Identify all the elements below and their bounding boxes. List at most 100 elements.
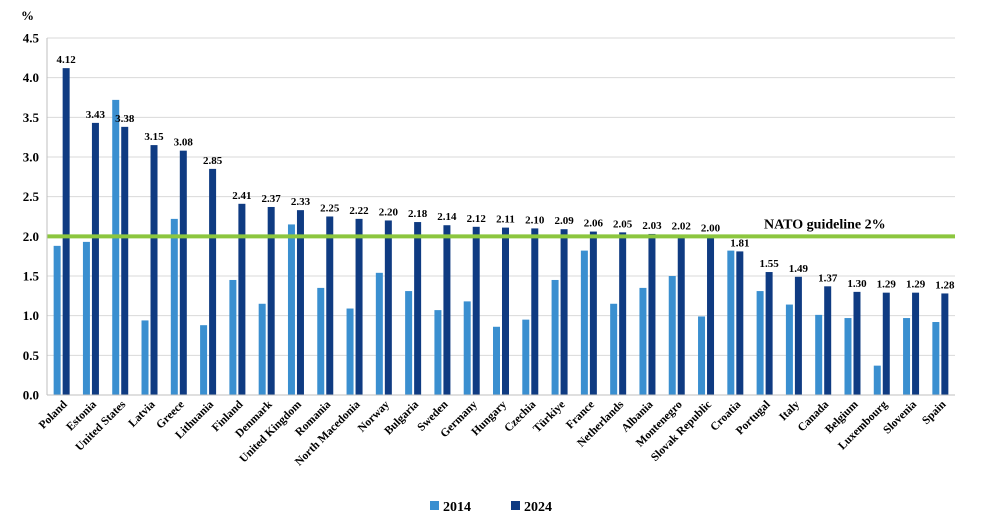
- bar-2024: [736, 251, 744, 395]
- y-tick-label: 1.5: [23, 269, 40, 284]
- bar-2024: [267, 206, 275, 395]
- value-label-2024: 1.37: [818, 272, 838, 284]
- bar-2014: [200, 325, 208, 395]
- reference-line-group: NATO guideline 2%: [47, 217, 955, 239]
- value-label-2024: 2.25: [320, 203, 340, 215]
- y-tick-label: 0.5: [23, 348, 40, 363]
- y-tick-label: 3.5: [23, 110, 40, 125]
- value-label-2024: 2.20: [379, 206, 399, 218]
- value-label-2024: 2.05: [613, 218, 633, 230]
- bar-2014: [493, 326, 500, 395]
- value-label-2024: 2.14: [437, 211, 457, 223]
- value-label-2024: 2.18: [408, 208, 428, 220]
- bar-2014: [844, 318, 852, 395]
- bar-2024: [414, 222, 422, 395]
- bar-2014: [375, 272, 383, 395]
- y-tick-label: 0.0: [23, 388, 39, 403]
- bar-2014: [522, 319, 530, 395]
- legend-swatch-2014: [430, 501, 439, 510]
- value-label-2024: 2.37: [262, 193, 282, 205]
- legend-swatch-2024: [511, 501, 520, 510]
- bar-2014: [434, 310, 442, 395]
- bar-2024: [238, 203, 246, 395]
- bar-2014: [815, 314, 823, 395]
- value-label-2024: 2.10: [525, 214, 545, 226]
- category-label: Spain: [920, 398, 949, 427]
- bar-2024: [296, 210, 304, 395]
- bar-2024: [912, 292, 920, 395]
- legend: 2014 2024: [430, 500, 552, 515]
- y-axis-unit-label: %: [21, 8, 34, 23]
- bar-2024: [853, 291, 861, 395]
- value-label-2024: 1.49: [789, 263, 809, 275]
- bar-2014: [580, 250, 588, 395]
- bar-2014: [668, 276, 676, 395]
- bar-2014: [53, 245, 61, 395]
- value-label-2024: 2.02: [672, 221, 692, 233]
- bar-2014: [551, 279, 559, 395]
- bar-2024: [648, 233, 656, 395]
- axes: % 0.0 0.5 1.0 1.5 2.0 2.5 3.0 3.5 4.0 4.5: [21, 8, 955, 403]
- value-label-2024: 2.00: [701, 222, 721, 234]
- bar-2014: [346, 308, 354, 395]
- y-tick-label: 4.0: [23, 70, 39, 85]
- bar-2024: [326, 216, 334, 395]
- category-label: Italy: [777, 398, 802, 423]
- value-label-2024: 3.15: [144, 131, 164, 143]
- y-tick-label: 2.5: [23, 189, 40, 204]
- value-label-2024: 2.41: [232, 190, 251, 202]
- bar-2024: [677, 234, 685, 395]
- bar-2024: [589, 231, 597, 395]
- bar-2014: [170, 218, 178, 395]
- value-label-2024: 3.43: [86, 109, 106, 121]
- value-label-2024: 1.29: [877, 279, 897, 291]
- bar-2024: [707, 236, 715, 395]
- value-label-2024: 2.06: [584, 218, 604, 230]
- bar-2024: [443, 225, 451, 395]
- value-label-2024: 2.33: [291, 196, 311, 208]
- bar-2024: [560, 229, 568, 395]
- bar-2014: [698, 316, 706, 395]
- bar-2024: [121, 126, 129, 395]
- bar-2024: [62, 68, 70, 395]
- legend-label-2024: 2024: [524, 500, 552, 515]
- bar-2024: [824, 286, 832, 395]
- y-tick-label: 4.5: [23, 31, 40, 46]
- bar-2014: [756, 291, 764, 395]
- bar-2024: [502, 227, 509, 395]
- bar-2014: [317, 287, 325, 395]
- value-label-2024: 1.30: [847, 278, 867, 290]
- bar-2024: [179, 150, 187, 395]
- bar-2024: [882, 292, 890, 395]
- bar-2014: [903, 318, 911, 395]
- bar-2024: [619, 232, 627, 395]
- bar-2014: [932, 322, 940, 395]
- bar-2024: [355, 218, 363, 395]
- value-label-2024: 1.29: [906, 279, 926, 291]
- bar-2024: [794, 276, 802, 395]
- value-label-2024: 2.22: [349, 205, 369, 217]
- bar-2014: [405, 291, 413, 395]
- value-labels: 4.12 3.43 3.38 3.15 3.08 2.85 2.41 2.37 2.33 2.25…: [57, 54, 955, 291]
- bar-2014: [873, 365, 881, 395]
- y-tick-label: 3.0: [23, 150, 39, 165]
- bar-2024: [150, 145, 158, 395]
- bar-2014: [639, 287, 647, 395]
- value-label-2024: 3.38: [115, 113, 135, 125]
- bar-2014: [463, 301, 471, 395]
- value-label-2024: 1.55: [759, 258, 779, 270]
- bar-2024: [91, 122, 99, 396]
- value-label-2024: 2.11: [496, 214, 515, 226]
- value-label-2024: 4.12: [57, 54, 77, 66]
- bar-2014: [610, 303, 618, 395]
- value-label-2024: 2.12: [467, 213, 487, 225]
- bar-2024: [941, 293, 949, 395]
- bar-2014: [727, 250, 735, 395]
- value-label-2024: 2.85: [203, 155, 223, 167]
- bar-2014: [785, 304, 793, 395]
- category-label: Türkiye: [531, 399, 568, 436]
- value-label-2024: 1.81: [730, 237, 749, 249]
